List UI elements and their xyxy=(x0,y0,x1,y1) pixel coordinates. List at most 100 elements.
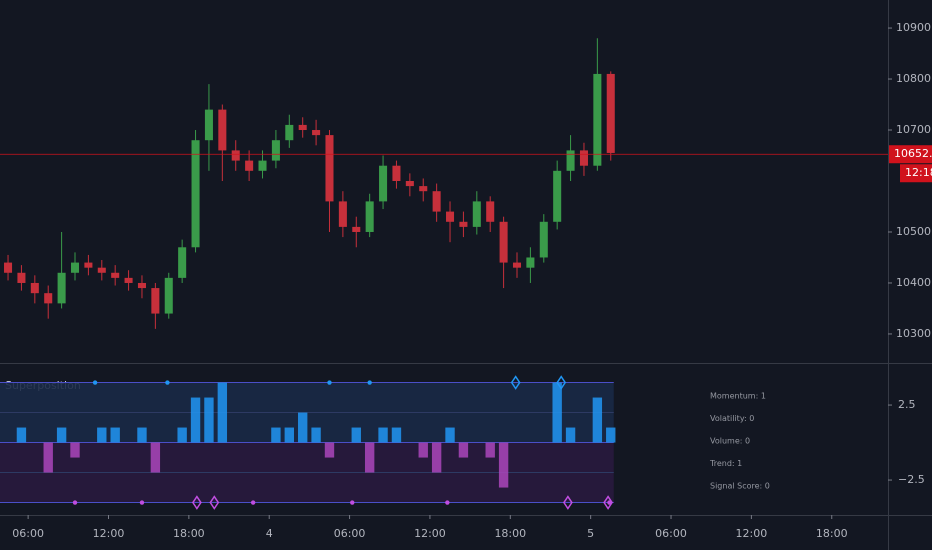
candle-body xyxy=(245,160,254,171)
marker-diamond xyxy=(562,495,573,510)
stat-label: Volume: 0 xyxy=(710,437,750,446)
marker-diamond xyxy=(209,495,220,510)
candle-body xyxy=(486,201,495,222)
bar xyxy=(97,427,107,443)
candle-body xyxy=(579,150,588,166)
y-tick-label: 10300.0 xyxy=(896,327,932,340)
candle-body xyxy=(164,277,173,314)
candle-body xyxy=(271,140,280,161)
candle-body xyxy=(325,135,334,202)
bar xyxy=(378,427,388,443)
stat-label: Momentum: 1 xyxy=(710,392,766,401)
bar xyxy=(70,442,80,458)
bar xyxy=(431,442,442,473)
marker-diamond xyxy=(603,495,613,510)
marker-dot xyxy=(367,380,372,385)
candle-body xyxy=(111,272,120,278)
candle-body xyxy=(137,282,146,289)
x-tick-label: 18:00 xyxy=(816,527,848,540)
bar xyxy=(16,427,27,443)
candle-body xyxy=(57,272,66,304)
marker-dot xyxy=(92,380,98,385)
y-tick-label: 10800.0 xyxy=(896,72,932,85)
candle-body xyxy=(285,124,294,141)
candle-body xyxy=(124,277,133,283)
bar xyxy=(284,427,294,443)
x-tick-label: 18:00 xyxy=(494,527,526,540)
x-tick-label: 06:00 xyxy=(12,527,44,540)
candle-body xyxy=(84,262,93,268)
candle-body xyxy=(204,109,213,141)
candle-body xyxy=(30,282,39,294)
candle-body xyxy=(446,211,455,222)
bar xyxy=(498,442,509,488)
marker-dot xyxy=(72,500,78,505)
candle-body xyxy=(17,272,26,283)
candle-body xyxy=(526,257,535,268)
bar xyxy=(311,427,321,443)
x-tick-label: 18:00 xyxy=(173,527,205,540)
candle-body xyxy=(405,181,414,187)
bar xyxy=(271,427,281,443)
bar xyxy=(552,382,562,443)
x-tick-label: 06:00 xyxy=(655,527,687,540)
candle-body xyxy=(4,262,13,273)
bar xyxy=(418,442,428,458)
candle-body xyxy=(298,124,307,131)
y-tick-label: 10900.0 xyxy=(896,21,932,34)
candle-body xyxy=(312,130,321,136)
bar xyxy=(458,442,469,458)
candle-body xyxy=(539,221,548,258)
candle-body xyxy=(606,73,615,153)
bar xyxy=(485,442,495,458)
candle-body xyxy=(392,165,401,181)
y-tick-label: 10500.0 xyxy=(896,225,932,238)
candle-body xyxy=(70,262,80,273)
bar xyxy=(110,427,120,443)
last-price-label: 10652.5 xyxy=(894,147,932,160)
candle-body xyxy=(472,201,481,227)
bar xyxy=(217,382,228,443)
candle-body xyxy=(419,186,428,192)
bar xyxy=(364,442,375,473)
candle-body xyxy=(365,201,374,232)
x-tick-label: 5 xyxy=(587,527,594,540)
marker-dot xyxy=(350,500,355,505)
y-tick-label: 2.5 xyxy=(898,398,916,411)
candle-body xyxy=(432,191,441,212)
marker-dot xyxy=(139,500,145,505)
marker-dot xyxy=(327,380,332,385)
x-tick-label: 06:00 xyxy=(334,527,366,540)
marker-diamond xyxy=(191,495,202,510)
marker-dot xyxy=(250,500,256,505)
bar xyxy=(445,427,455,443)
bar xyxy=(204,397,214,443)
stat-label: Signal Score: 0 xyxy=(710,482,770,491)
countdown-tag xyxy=(900,164,932,183)
bar xyxy=(56,427,67,443)
bar xyxy=(565,427,576,443)
marker-diamond xyxy=(556,375,567,390)
bar xyxy=(391,427,402,443)
bar xyxy=(606,427,616,443)
candle-body xyxy=(512,262,522,268)
marker-dot xyxy=(165,380,170,385)
candle-body xyxy=(459,221,468,227)
bar xyxy=(190,397,201,443)
bar xyxy=(592,397,603,443)
candle-body xyxy=(178,247,187,278)
candle-body xyxy=(44,293,53,304)
candle-body xyxy=(379,165,388,202)
candle-body xyxy=(566,150,575,171)
candle-body xyxy=(191,140,200,248)
x-tick-label: 4 xyxy=(266,527,273,540)
bar xyxy=(324,442,335,458)
last-price-tag xyxy=(889,145,932,164)
y-tick-label: 10700.0 xyxy=(896,123,932,136)
bar xyxy=(137,427,147,443)
marker-dot xyxy=(445,500,450,505)
y-tick-label: 10400.0 xyxy=(896,276,932,289)
candle-body xyxy=(553,170,562,222)
